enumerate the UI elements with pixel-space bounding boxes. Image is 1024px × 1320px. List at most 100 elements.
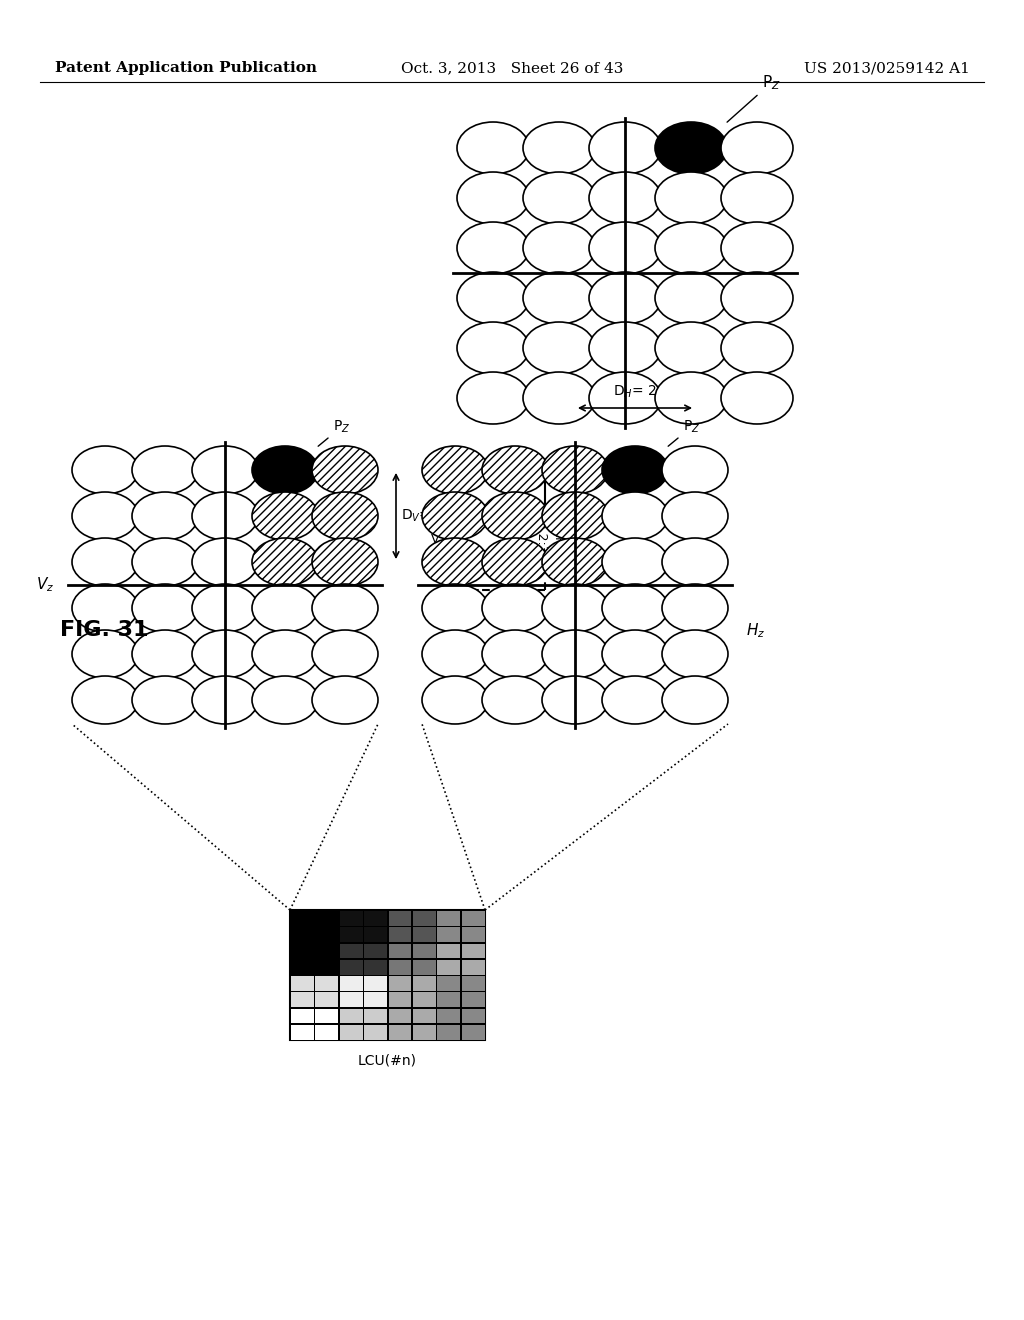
Ellipse shape bbox=[721, 372, 793, 424]
Ellipse shape bbox=[602, 539, 668, 586]
Ellipse shape bbox=[523, 272, 595, 323]
Bar bbox=[291, 1008, 314, 1023]
Ellipse shape bbox=[132, 630, 198, 678]
Ellipse shape bbox=[602, 583, 668, 632]
Bar bbox=[462, 927, 484, 942]
Bar bbox=[365, 911, 387, 925]
Ellipse shape bbox=[482, 630, 548, 678]
Bar bbox=[388, 975, 412, 991]
Text: V$_{out}$:H$_{out}$
= 2:3: V$_{out}$:H$_{out}$ = 2:3 bbox=[535, 508, 565, 561]
Bar bbox=[388, 1024, 412, 1040]
Text: US 2013/0259142 A1: US 2013/0259142 A1 bbox=[804, 61, 970, 75]
Bar bbox=[388, 944, 412, 958]
Ellipse shape bbox=[589, 172, 662, 224]
Ellipse shape bbox=[193, 676, 258, 723]
Ellipse shape bbox=[132, 583, 198, 632]
Bar bbox=[291, 944, 314, 958]
Text: V$_z$: V$_z$ bbox=[36, 576, 54, 594]
Ellipse shape bbox=[602, 630, 668, 678]
Bar bbox=[413, 960, 436, 974]
Bar bbox=[365, 993, 387, 1007]
Ellipse shape bbox=[312, 583, 378, 632]
Bar bbox=[340, 911, 362, 925]
Bar bbox=[413, 911, 436, 925]
Ellipse shape bbox=[523, 322, 595, 374]
Ellipse shape bbox=[602, 676, 668, 723]
Ellipse shape bbox=[542, 539, 608, 586]
Text: D$_V$= 3: D$_V$= 3 bbox=[401, 508, 444, 524]
Bar bbox=[365, 1024, 387, 1040]
Ellipse shape bbox=[252, 446, 318, 494]
Bar bbox=[462, 1024, 484, 1040]
Ellipse shape bbox=[655, 322, 727, 374]
Ellipse shape bbox=[193, 583, 258, 632]
Ellipse shape bbox=[655, 172, 727, 224]
Bar bbox=[291, 911, 314, 925]
Ellipse shape bbox=[589, 372, 662, 424]
Bar bbox=[340, 1008, 362, 1023]
Text: P$_Z$: P$_Z$ bbox=[318, 418, 350, 446]
Ellipse shape bbox=[542, 583, 608, 632]
Bar bbox=[413, 1024, 436, 1040]
Bar bbox=[437, 1008, 460, 1023]
Ellipse shape bbox=[482, 676, 548, 723]
Ellipse shape bbox=[589, 222, 662, 275]
Bar bbox=[462, 975, 484, 991]
Ellipse shape bbox=[312, 676, 378, 723]
Ellipse shape bbox=[602, 492, 668, 540]
Ellipse shape bbox=[132, 539, 198, 586]
Ellipse shape bbox=[542, 630, 608, 678]
Ellipse shape bbox=[312, 539, 378, 586]
Bar bbox=[437, 911, 460, 925]
Ellipse shape bbox=[422, 539, 488, 586]
Bar bbox=[291, 927, 314, 942]
Text: H$_{out}$: H$_{out}$ bbox=[489, 605, 515, 619]
Bar bbox=[365, 927, 387, 942]
Bar bbox=[462, 911, 484, 925]
Ellipse shape bbox=[72, 676, 138, 723]
Ellipse shape bbox=[662, 492, 728, 540]
Ellipse shape bbox=[523, 372, 595, 424]
Ellipse shape bbox=[482, 492, 548, 540]
Ellipse shape bbox=[422, 630, 488, 678]
Ellipse shape bbox=[589, 121, 662, 174]
Ellipse shape bbox=[655, 372, 727, 424]
Ellipse shape bbox=[252, 539, 318, 586]
Text: Oct. 3, 2013   Sheet 26 of 43: Oct. 3, 2013 Sheet 26 of 43 bbox=[400, 61, 624, 75]
Ellipse shape bbox=[312, 446, 378, 494]
Ellipse shape bbox=[193, 446, 258, 494]
Bar bbox=[315, 1024, 338, 1040]
Bar bbox=[437, 927, 460, 942]
Bar bbox=[291, 993, 314, 1007]
Text: P$_Z$: P$_Z$ bbox=[668, 418, 700, 446]
Bar bbox=[340, 927, 362, 942]
Text: FIG. 31: FIG. 31 bbox=[60, 620, 148, 640]
Ellipse shape bbox=[457, 372, 529, 424]
Bar bbox=[365, 960, 387, 974]
Ellipse shape bbox=[655, 222, 727, 275]
Bar bbox=[365, 944, 387, 958]
Ellipse shape bbox=[589, 272, 662, 323]
Bar bbox=[315, 944, 338, 958]
Bar bbox=[315, 927, 338, 942]
Bar bbox=[388, 911, 412, 925]
Ellipse shape bbox=[542, 492, 608, 540]
Bar bbox=[291, 975, 314, 991]
Bar bbox=[315, 975, 338, 991]
Bar bbox=[437, 993, 460, 1007]
Ellipse shape bbox=[193, 539, 258, 586]
Bar bbox=[437, 960, 460, 974]
Ellipse shape bbox=[72, 583, 138, 632]
Bar bbox=[462, 944, 484, 958]
Ellipse shape bbox=[602, 446, 668, 494]
Bar bbox=[340, 993, 362, 1007]
Bar bbox=[462, 960, 484, 974]
Ellipse shape bbox=[721, 172, 793, 224]
Ellipse shape bbox=[655, 272, 727, 323]
Ellipse shape bbox=[72, 630, 138, 678]
Ellipse shape bbox=[252, 630, 318, 678]
Ellipse shape bbox=[422, 492, 488, 540]
Text: P$_Z$: P$_Z$ bbox=[727, 74, 781, 123]
Bar bbox=[413, 944, 436, 958]
Text: D$_H$= 2: D$_H$= 2 bbox=[613, 384, 657, 400]
